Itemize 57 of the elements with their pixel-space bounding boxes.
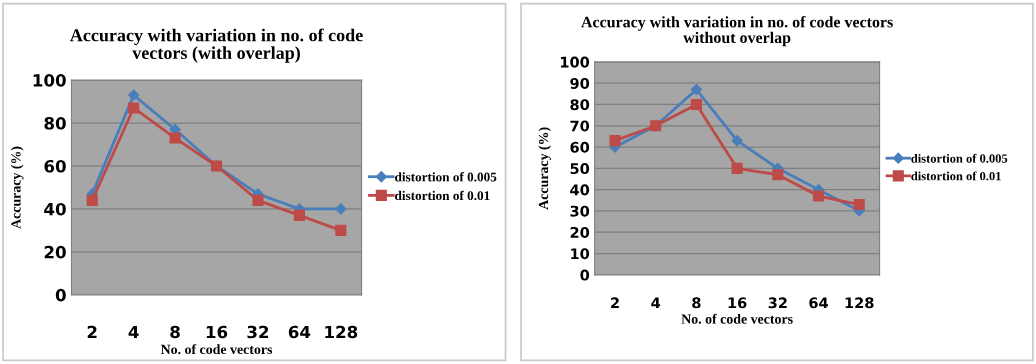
x-axis-title: No. of code vectors <box>160 344 273 355</box>
y-tick-label: 90 <box>570 77 590 89</box>
x-axis-title: No. of code vectors <box>681 313 793 324</box>
y-tick-label: 80 <box>570 99 590 111</box>
point <box>731 135 743 147</box>
legend-label: distortion of 0.01 <box>395 190 490 201</box>
y-tick-label: 40 <box>44 202 66 216</box>
y-tick-label: 60 <box>570 141 590 153</box>
chart-title: Accuracy with variation in no. of code vectors without overlap <box>581 16 893 47</box>
point <box>86 194 98 206</box>
x-tick-label: 32 <box>768 297 787 309</box>
x-tick-label: 2 <box>87 325 97 339</box>
x-tick-label: 64 <box>809 297 828 309</box>
y-tick-label: 50 <box>570 163 590 175</box>
x-tick-label: 4 <box>128 325 139 339</box>
y-tick-label: 20 <box>44 245 66 259</box>
x-tick-label: 128 <box>845 297 874 309</box>
legend-label: distortion of 0.005 <box>395 172 497 182</box>
x-tick-label: 128 <box>325 325 358 339</box>
point <box>335 203 347 215</box>
point <box>293 209 305 221</box>
x-tick-label: 2 <box>611 297 619 309</box>
point <box>335 224 347 236</box>
x-tick-label: 32 <box>247 325 269 339</box>
y-tick-label: 40 <box>570 184 590 196</box>
y-tick-label: 10 <box>571 248 590 260</box>
x-tick-label: 16 <box>206 325 228 339</box>
point <box>252 194 264 206</box>
y-tick-label: 20 <box>570 226 590 238</box>
point <box>731 162 743 174</box>
point <box>690 98 702 111</box>
point <box>853 198 865 211</box>
point <box>609 135 621 147</box>
y-tick-label: 100 <box>561 56 590 68</box>
point <box>812 190 825 202</box>
point <box>128 102 140 114</box>
y-tick-label: 30 <box>570 205 590 217</box>
x-tick-label: 4 <box>651 297 661 309</box>
x-tick-label: 16 <box>728 297 747 309</box>
x-tick-label: 8 <box>170 325 180 339</box>
x-tick-label: 8 <box>692 297 701 309</box>
y-tick-label: 100 <box>33 74 66 87</box>
point <box>169 132 181 144</box>
point <box>128 89 140 101</box>
x-tick-label: 64 <box>288 325 311 339</box>
y-tick-label: 60 <box>44 159 66 173</box>
y-tick-label: 0 <box>580 269 590 281</box>
legend-label: distortion of 0.01 <box>911 171 1001 181</box>
y-tick-label: 80 <box>44 116 66 130</box>
y-axis-title: Accuracy (%) <box>538 127 552 210</box>
chart-title: Accuracy with variation in no. of code vectors (with overlap) <box>70 28 363 63</box>
point <box>690 83 703 96</box>
y-tick-label: 70 <box>570 120 590 132</box>
legend-label: distortion of 0.005 <box>911 153 1008 163</box>
point <box>772 169 784 181</box>
y-axis-title: Accuracy (%) <box>10 146 24 229</box>
y-tick-label: 0 <box>55 288 66 302</box>
